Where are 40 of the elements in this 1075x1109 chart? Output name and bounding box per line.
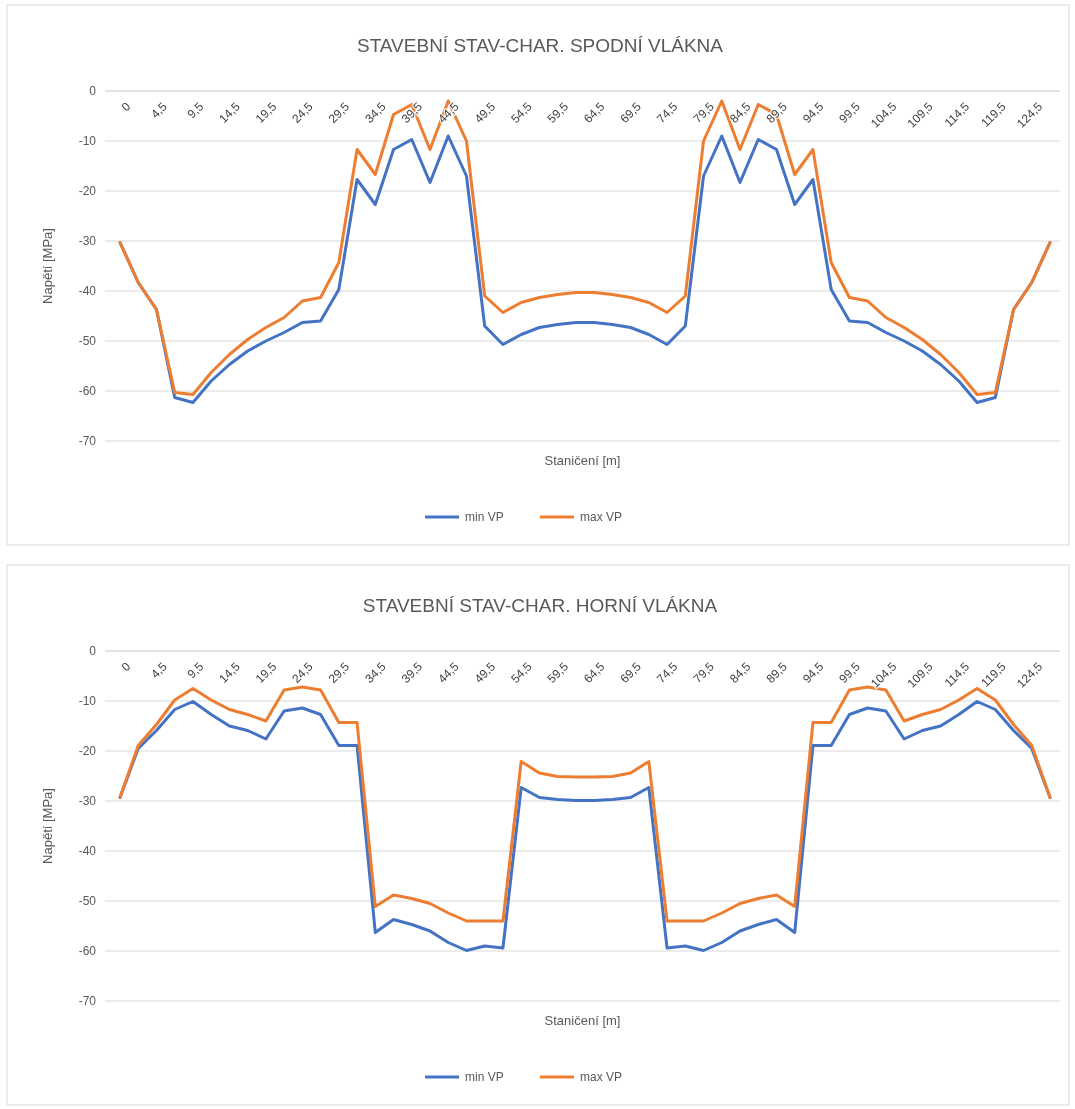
y-tick-label: -30: [78, 234, 97, 248]
y-tick-label: 0: [89, 84, 97, 98]
y-tick-label: 0: [89, 644, 97, 658]
x-tick-label: 0: [118, 99, 134, 115]
x-tick-label: 79,5: [690, 659, 718, 686]
y-tick-label: -60: [78, 944, 97, 958]
chart-title: STAVEBNÍ STAV-CHAR. SPODNÍ VLÁKNA: [356, 35, 724, 56]
y-axis-title: Napětí [MPa]: [40, 788, 55, 864]
x-axis-title: Staničení [m]: [544, 453, 621, 468]
legend-label: max VP: [580, 1070, 623, 1084]
x-tick-label: 0: [118, 659, 134, 675]
x-tick-label: 44,5: [435, 99, 462, 126]
y-tick-label: -30: [78, 794, 97, 808]
chart-title: STAVEBNÍ STAV-CHAR. HORNÍ VLÁKNA: [362, 595, 718, 616]
legend-label: max VP: [580, 510, 623, 524]
y-tick-label: -50: [78, 894, 97, 908]
x-tick-label: 4,5: [148, 659, 171, 682]
legend-label: min VP: [465, 1070, 504, 1084]
y-tick-label: -20: [78, 184, 97, 198]
y-tick-label: -40: [78, 284, 97, 298]
y-tick-label: -20: [78, 744, 97, 758]
y-axis-title: Napětí [MPa]: [40, 228, 55, 304]
legend-label: min VP: [465, 510, 504, 524]
y-tick-label: -50: [78, 334, 97, 348]
x-tick-label: 49,5: [471, 659, 499, 686]
y-tick-label: -10: [78, 694, 97, 708]
y-tick-label: -10: [78, 134, 97, 148]
x-tick-label: 4,5: [148, 99, 171, 122]
x-tick-label: 44,5: [435, 659, 462, 686]
x-tick-label: 49,5: [471, 99, 499, 126]
x-tick-label: 74,5: [653, 659, 681, 686]
y-tick-label: -40: [78, 844, 97, 858]
x-tick-label: 9,5: [184, 659, 207, 682]
y-tick-label: -70: [78, 994, 97, 1008]
x-tick-label: 74,5: [653, 99, 681, 126]
y-tick-label: -60: [78, 384, 97, 398]
x-tick-label: 9,5: [184, 99, 207, 122]
x-axis-title: Staničení [m]: [544, 1013, 621, 1028]
x-tick-label: 79,5: [690, 99, 718, 126]
y-tick-label: -70: [78, 434, 97, 448]
